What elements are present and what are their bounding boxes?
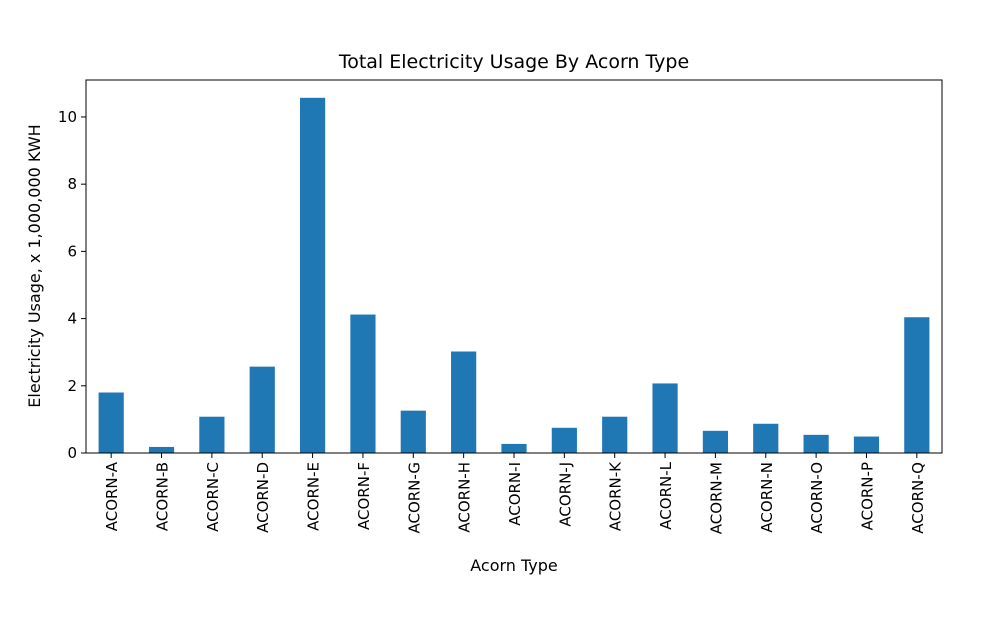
bar-acorn-n [753,423,779,453]
x-tick-label: ACORN-M [707,462,725,534]
bar-acorn-a [98,392,124,453]
bar-acorn-j [551,427,577,453]
x-tick-label: ACORN-O [808,462,826,534]
bar-acorn-e [300,97,326,454]
x-tick-label: ACORN-G [405,462,423,534]
y-tick-label: 4 [67,310,77,328]
bar-acorn-c [199,416,225,453]
x-tick-label: ACORN-D [254,462,272,533]
x-axis: ACORN-A ACORN-B ACORN-C ACORN-D ACORN-E ACORN… [103,453,927,534]
y-tick-label: 0 [67,444,77,462]
bar-acorn-p [853,436,880,453]
y-tick-label: 6 [67,242,77,260]
x-tick-label: ACORN-I [506,462,524,526]
bar-acorn-i [501,443,527,453]
x-tick-label: ACORN-E [305,462,323,531]
bar-acorn-l [652,383,678,453]
chart-title: Total Electricity Usage By Acorn Type [338,51,689,73]
bar-acorn-q [904,317,930,453]
bar-acorn-f [350,314,376,453]
bar-acorn-k [602,416,628,453]
y-axis: 0 2 4 6 8 10 [58,108,86,462]
x-tick-label: ACORN-L [657,461,675,529]
y-tick-label: 2 [67,377,77,395]
x-tick-label: ACORN-F [355,462,373,530]
bar-acorn-m [702,430,728,453]
bar-acorn-g [400,410,426,453]
bar-acorn-o [803,434,829,453]
x-tick-label: ACORN-P [858,462,876,530]
x-tick-label: ACORN-Q [909,462,927,534]
x-tick-label: ACORN-J [556,462,574,527]
x-tick-label: ACORN-H [456,462,474,533]
bar-acorn-d [249,366,275,453]
bar-acorn-h [451,351,477,453]
y-axis-label: Electricity Usage, x 1,000,000 KWH [25,124,44,407]
x-tick-label: ACORN-N [758,462,776,533]
y-tick-label: 8 [67,175,77,193]
x-tick-label: ACORN-C [204,462,222,532]
x-tick-label: ACORN-K [607,461,625,531]
x-axis-label: Acorn Type [470,556,558,575]
x-tick-label: ACORN-B [154,462,172,531]
bars-group [98,97,930,454]
y-tick-label: 10 [58,108,77,126]
bar-acorn-b [148,446,175,453]
plot-frame [85,79,943,454]
x-tick-label: ACORN-A [103,461,121,531]
